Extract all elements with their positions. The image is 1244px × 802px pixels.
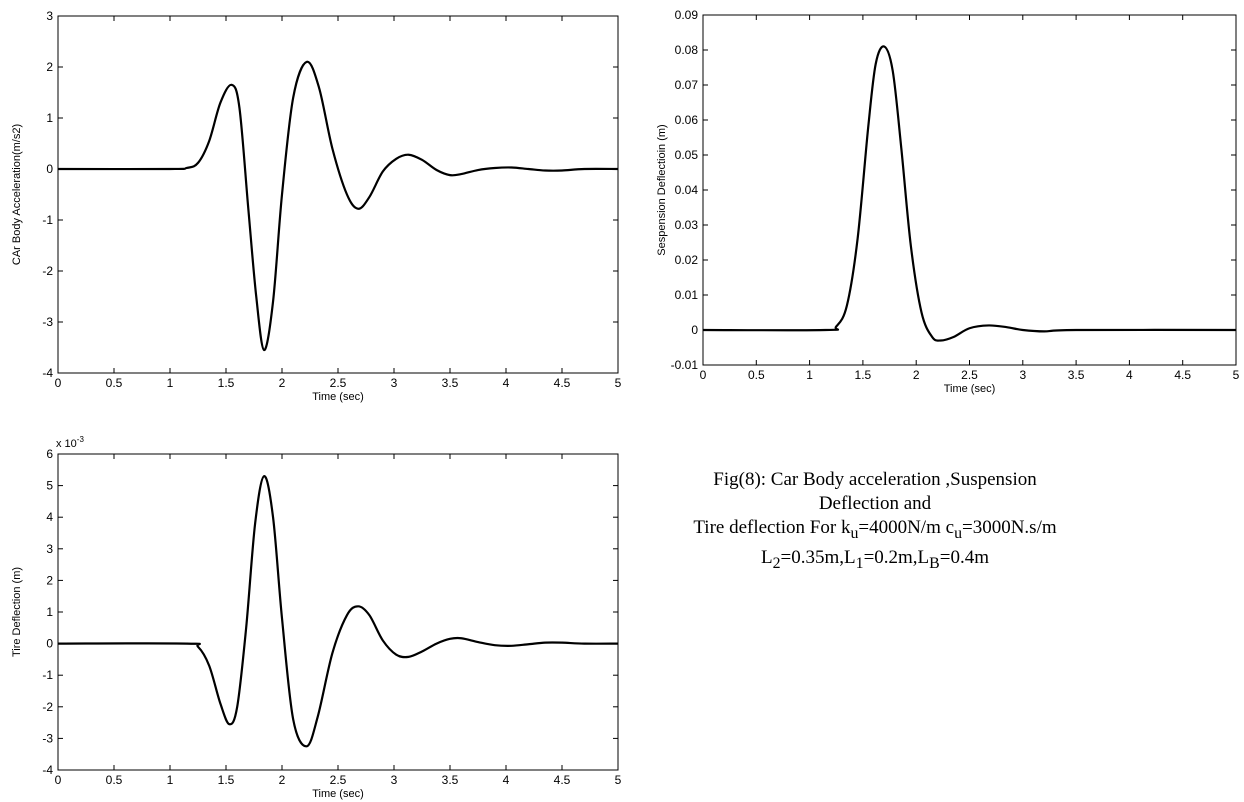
y-tick-label: 0.03 (675, 218, 699, 232)
x-tick-label: 3 (391, 376, 398, 390)
x-axis-label: Time (sec) (944, 383, 996, 395)
x-tick-label: 1 (167, 773, 174, 787)
y-tick-label: 0.08 (675, 43, 699, 57)
y-axis-multiplier: x 10-3 (56, 435, 84, 450)
y-tick-label: 2 (46, 60, 53, 74)
y-axis-label: CAr Body Acceleration(m/s2) (11, 124, 23, 265)
x-tick-label: 1.5 (855, 368, 872, 382)
x-tick-label: 0.5 (106, 773, 123, 787)
x-tick-label: 4 (503, 773, 510, 787)
x-tick-label: 2.5 (330, 773, 347, 787)
y-tick-label: -3 (42, 315, 53, 329)
y-tick-label: 6 (46, 447, 53, 461)
y-tick-label: -1 (42, 213, 53, 227)
y-tick-label: -0.01 (671, 358, 699, 372)
chart-acceleration: 0 0.5 1 1.5 2 2.5 3 3.5 4 4.5 5 -4 -3 -2 -1 0 1 2 3 Time (s… (11, 9, 622, 403)
x-tick-label: 0 (55, 773, 62, 787)
y-tick-label: 0.07 (675, 78, 699, 92)
y-tick-label: 1 (46, 605, 53, 619)
x-tick-label: 3 (1019, 368, 1026, 382)
x-tick-label: 3.5 (442, 773, 459, 787)
y-tick-label: 0.02 (675, 253, 699, 267)
caption-line-1: Fig(8): Car Body acceleration ,Suspensio… (713, 469, 1037, 490)
y-axis-label: Sespension Deflectioin (m) (656, 124, 668, 255)
x-tick-label: 4 (1126, 368, 1133, 382)
plot-area-frame (57, 453, 619, 771)
y-tick-label: 5 (46, 479, 53, 493)
x-axis-label: Time (sec) (312, 391, 364, 403)
x-tick-label: 0 (55, 376, 62, 390)
x-tick-label: 3.5 (1068, 368, 1085, 382)
y-tick-label: 0.01 (675, 288, 699, 302)
x-tick-label: 2 (279, 376, 286, 390)
series-line-suspension (702, 45, 1237, 342)
chart-tire: 0 0.5 1 1.5 2 2.5 3 3.5 4 4.5 5 -4 -3 -2 -1 0 1 2 3 4 5 6 Time… (11, 435, 622, 800)
y-tick-label: -4 (42, 366, 53, 380)
y-tick-label: 2 (46, 573, 53, 587)
y-tick-label: 1 (46, 111, 53, 125)
y-tick-label: 3 (46, 9, 53, 23)
plot-area-frame (57, 15, 619, 374)
y-axis-label: Tire Deflection (m) (11, 567, 23, 657)
y-tick-label: -3 (42, 731, 53, 745)
x-tick-label: 4.5 (554, 376, 571, 390)
x-tick-label: 1 (167, 376, 174, 390)
x-tick-label: 1 (806, 368, 813, 382)
x-tick-label: 5 (615, 376, 622, 390)
figure-caption: Fig(8): Car Body acceleration ,Suspensio… (640, 468, 1110, 576)
x-tick-label: 5 (615, 773, 622, 787)
plot-area-frame (702, 14, 1237, 366)
y-tick-label: -2 (42, 264, 53, 278)
y-tick-label: 0 (46, 162, 53, 176)
x-tick-label: 2 (913, 368, 920, 382)
y-tick-label: 0.09 (675, 8, 699, 22)
y-tick-label: 0 (46, 637, 53, 651)
y-tick-label: 4 (46, 510, 53, 524)
x-tick-label: 1.5 (218, 773, 235, 787)
chart-suspension: 0 0.5 1 1.5 2 2.5 3 3.5 4 4.5 5-0.0100.010.020.030… (656, 8, 1240, 395)
x-tick-label: 3.5 (442, 376, 459, 390)
x-tick-label: 2 (279, 773, 286, 787)
y-tick-label: -1 (42, 668, 53, 682)
y-tick-label: -4 (42, 763, 53, 777)
y-tick-label: 3 (46, 542, 53, 556)
x-axis-label: Time (sec) (312, 788, 364, 800)
caption-line-4: L2=0.35m,L1=0.2m,LB=0.4m (761, 546, 989, 572)
x-tick-label: 0 (700, 368, 707, 382)
x-tick-label: 4 (503, 376, 510, 390)
y-tick-label: -2 (42, 700, 53, 714)
caption-line-3: Tire deflection For ku=4000N/m cu=3000N.… (693, 517, 1057, 542)
x-tick-label: 0.5 (106, 376, 123, 390)
x-tick-label: 3 (391, 773, 398, 787)
x-tick-label: 2.5 (330, 376, 347, 390)
caption-line-2: Deflection and (818, 493, 932, 514)
y-tick-label: 0 (691, 323, 698, 337)
x-tick-label: 4.5 (1174, 368, 1191, 382)
x-tick-label: 5 (1233, 368, 1240, 382)
x-tick-label: 4.5 (554, 773, 571, 787)
x-tick-label: 2.5 (961, 368, 978, 382)
y-tick-label: 0.05 (675, 148, 699, 162)
y-tick-label: 0.04 (675, 183, 699, 197)
series-line-acceleration (57, 60, 619, 352)
y-tick-label: 0.06 (675, 113, 699, 127)
x-tick-label: 0.5 (748, 368, 765, 382)
x-tick-label: 1.5 (218, 376, 235, 390)
series-line-tire (57, 475, 619, 748)
